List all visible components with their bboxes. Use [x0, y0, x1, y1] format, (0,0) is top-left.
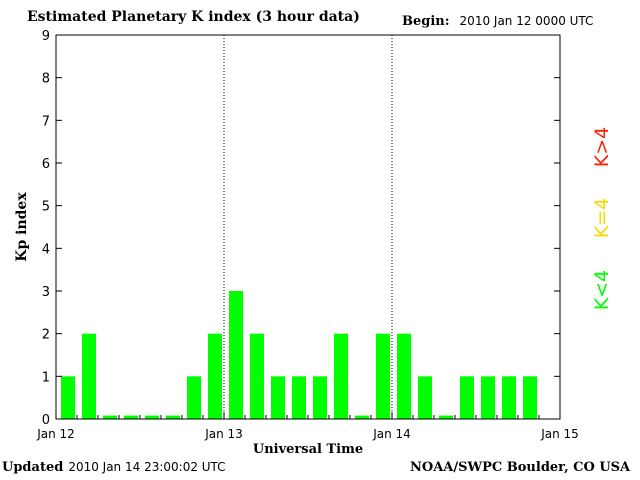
kp-bar — [523, 376, 537, 419]
kp-bar — [250, 333, 264, 419]
y-tick-label: 9 — [42, 29, 50, 44]
x-tick-label: Jan 13 — [204, 427, 243, 441]
legend-layer: K<4 K=4 K>4 — [591, 127, 613, 310]
y-tick-label: 7 — [42, 114, 50, 129]
kp-bar — [229, 291, 243, 419]
x-tick-label: Jan 14 — [372, 427, 411, 441]
kp-bar — [145, 415, 159, 419]
chart-title: Estimated Planetary K index (3 hour data… — [27, 9, 360, 25]
kp-bar — [397, 333, 411, 419]
y-tick-label: 8 — [42, 72, 50, 87]
plot-frame — [55, 34, 561, 420]
begin-info: Begin: 2010 Jan 12 0000 UTC — [402, 14, 593, 29]
kp-bar — [313, 376, 327, 419]
kp-bar — [376, 333, 390, 419]
y-tick-label: 0 — [42, 413, 50, 428]
kp-bar — [418, 376, 432, 419]
grid-layer — [223, 35, 393, 419]
legend-item: K>4 — [591, 127, 613, 167]
y-tick-label: 1 — [42, 370, 50, 385]
legend-item: K<4 — [591, 270, 613, 310]
labels-layer: 0 1 2 3 4 5 6 7 8 9 Jan 12 Jan 13 Jan 14 Jan 15 Univer… — [14, 29, 579, 457]
updated-value: 2010 Jan 14 23:00:02 UTC — [68, 460, 226, 474]
y-tick-label: 2 — [42, 328, 50, 343]
kp-bar — [292, 376, 306, 419]
kp-bar — [82, 333, 96, 419]
kp-bar — [334, 333, 348, 419]
kp-bar — [124, 415, 138, 419]
updated-label: Updated — [2, 460, 64, 475]
kp-bar — [208, 333, 222, 419]
kp-bar — [439, 415, 453, 419]
y-tick-label: 5 — [42, 200, 50, 215]
x-tick-label: Jan 15 — [540, 427, 579, 441]
kp-bar — [187, 376, 201, 419]
updated-info: Updated 2010 Jan 14 23:00:02 UTC — [2, 460, 226, 475]
kp-bar — [271, 376, 285, 419]
kp-bar — [103, 415, 117, 419]
y-tick-label: 3 — [42, 285, 50, 300]
y-tick-label: 6 — [42, 157, 50, 172]
credit-text: NOAA/SWPC Boulder, CO USA — [410, 460, 631, 475]
kp-bar — [166, 415, 180, 419]
bars-layer — [61, 291, 537, 419]
y-axis-title: Kp index — [14, 192, 30, 262]
kp-bar — [460, 376, 474, 419]
axes-layer — [55, 34, 561, 420]
kp-bar — [502, 376, 516, 419]
kp-bar — [481, 376, 495, 419]
x-tick-label: Jan 12 — [36, 427, 75, 441]
y-tick-label: 4 — [42, 242, 50, 257]
begin-label: Begin: — [402, 14, 450, 29]
kp-bar — [61, 376, 75, 419]
x-axis-title: Universal Time — [253, 442, 363, 457]
kp-bar — [355, 415, 369, 419]
begin-value: 2010 Jan 12 0000 UTC — [459, 14, 594, 28]
legend-item: K=4 — [591, 198, 613, 238]
